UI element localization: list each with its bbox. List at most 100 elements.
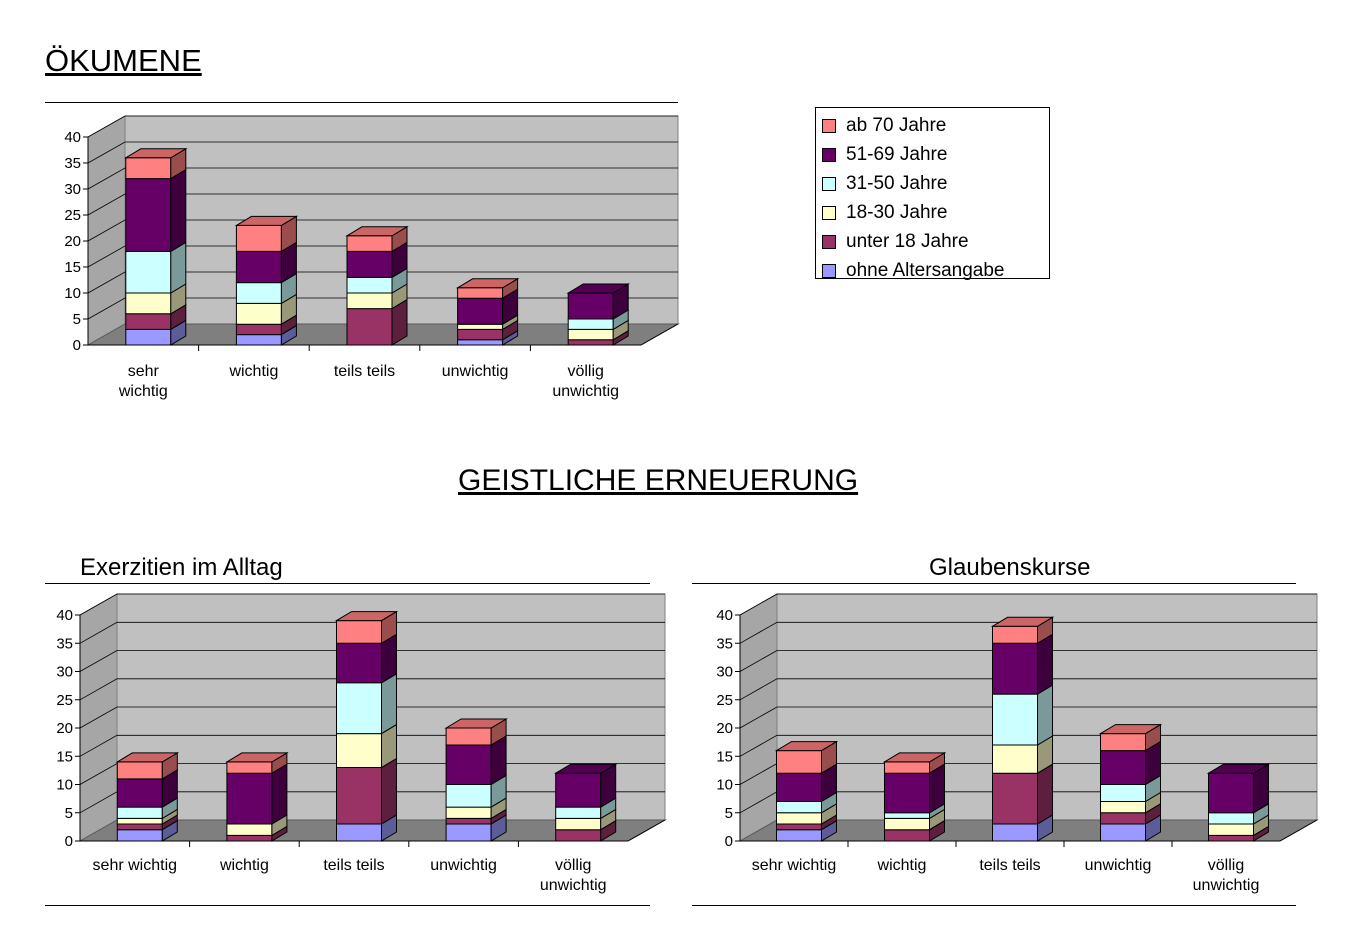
x-category-label: teils teils	[979, 857, 1040, 874]
bar-segment-side	[1037, 633, 1053, 695]
bar-segment	[992, 823, 1038, 842]
x-category-label-line: unwichtig	[540, 877, 607, 894]
bar-segment	[1208, 812, 1254, 825]
x-category-label: sehr wichtig	[93, 857, 177, 874]
x-category-label-line: wichtig	[877, 857, 927, 874]
bar-segment	[884, 812, 930, 819]
chart-legend: ab 70 Jahre 51-69 Jahre 31-50 Jahre 18-3…	[815, 107, 1050, 281]
legend-item: ab 70 Jahre	[822, 111, 1049, 140]
legend-item: 51-69 Jahre	[822, 140, 1049, 169]
x-category-label: teils teils	[334, 363, 395, 380]
bar-segment	[776, 772, 822, 802]
gridline	[87, 219, 678, 242]
y-tick-label: 25	[716, 692, 733, 709]
x-category-label-line: unwichtig	[1085, 857, 1152, 874]
y-tick-label: 15	[64, 259, 81, 276]
bar-segment-top	[234, 215, 299, 226]
bar-segment	[992, 772, 1038, 825]
legend-item: 31-50 Jahre	[822, 169, 1049, 198]
bar-segment	[992, 693, 1038, 746]
gridline	[87, 271, 678, 294]
y-tick-label: 30	[716, 664, 733, 681]
x-category-label: völlig unwichtig	[552, 363, 619, 400]
x-category-label-line: teils teils	[979, 857, 1040, 874]
x-category-label-line: wichtig	[118, 383, 168, 400]
legend-swatch	[822, 205, 836, 220]
bar-segment-top	[1206, 763, 1271, 774]
bar-segment-side	[1037, 763, 1053, 825]
y-tick-label: 0	[725, 833, 733, 850]
x-category-label-line: teils teils	[323, 857, 384, 874]
legend-label: unter 18 Jahre	[846, 230, 969, 252]
x-category-label: wichtig	[219, 857, 269, 874]
x-axis-depth	[627, 819, 666, 842]
y-tick-label: 5	[73, 311, 81, 328]
legend-label: 51-69 Jahre	[846, 143, 948, 165]
gridline	[87, 141, 678, 164]
x-category-label-line: unwichtig	[442, 363, 509, 380]
bar-segment	[884, 761, 930, 774]
divider	[692, 583, 1296, 584]
gridline	[87, 193, 678, 216]
legend-item: ohne Altersangabe	[822, 256, 1049, 285]
bar-segment-top	[123, 148, 188, 159]
x-category-label-line: teils teils	[334, 363, 395, 380]
bar-segment	[1100, 750, 1146, 785]
bar-segment-top	[444, 718, 508, 729]
x-category-label: wichtig	[877, 857, 927, 874]
x-axis-depth	[640, 323, 679, 346]
bar-segment-top	[566, 283, 631, 294]
bar-segment-top	[455, 278, 520, 289]
x-category-label: sehr wichtig	[118, 363, 168, 400]
y-tick-label: 20	[56, 720, 73, 737]
legend-item: 18-30 Jahre	[822, 198, 1049, 227]
bar-segment	[992, 625, 1038, 644]
y-tick-label: 15	[56, 748, 73, 765]
bar-segment-top	[774, 741, 839, 752]
x-category-label: teils teils	[323, 857, 384, 874]
y-tick-label: 25	[56, 692, 73, 709]
chart-title-exerzitien: Exerzitien im Alltag	[80, 554, 283, 581]
bar-segment	[1208, 834, 1254, 842]
y-tick-label: 20	[64, 233, 81, 250]
x-category-label: unwichtig	[430, 857, 497, 874]
bar-segment	[1208, 823, 1254, 836]
bar-segment	[1100, 812, 1146, 825]
x-category-label: unwichtig	[442, 363, 509, 380]
x-category-label-line: völlig	[1208, 857, 1244, 874]
bar-segment	[884, 817, 930, 831]
bar-segment	[992, 744, 1038, 774]
x-category-label: unwichtig	[1085, 857, 1152, 874]
y-tick-label: 25	[64, 207, 81, 224]
bar-segment	[992, 642, 1038, 695]
bar-segment-top	[1098, 724, 1163, 735]
x-category-label-line: sehr wichtig	[752, 857, 836, 874]
legend-label: ab 70 Jahre	[846, 114, 947, 136]
y-tick-label: 40	[56, 607, 73, 624]
y-tick-label: 5	[65, 805, 73, 822]
bar-segment-top	[345, 226, 409, 237]
gridline	[87, 167, 678, 190]
x-category-label-line: völlig	[555, 857, 591, 874]
x-category-label-line: unwichtig	[552, 383, 619, 400]
gridline	[739, 593, 1317, 616]
y-tick-label: 10	[716, 777, 733, 794]
y-tick-label: 15	[716, 748, 733, 765]
bar-segment	[1100, 801, 1146, 814]
legend-swatch	[822, 234, 836, 249]
y-tick-label: 40	[64, 129, 81, 146]
x-category-label: wichtig	[228, 363, 278, 380]
y-tick-label: 20	[716, 720, 733, 737]
divider	[692, 905, 1296, 906]
gridline	[739, 706, 1317, 729]
bar-segment	[776, 829, 822, 842]
divider	[45, 102, 678, 103]
bar-segment	[884, 772, 930, 814]
y-tick-label: 10	[56, 777, 73, 794]
bar-segment	[1208, 772, 1254, 814]
bar-segment	[1100, 733, 1146, 752]
y-tick-label: 35	[716, 635, 733, 652]
x-category-label: völlig unwichtig	[540, 857, 607, 894]
